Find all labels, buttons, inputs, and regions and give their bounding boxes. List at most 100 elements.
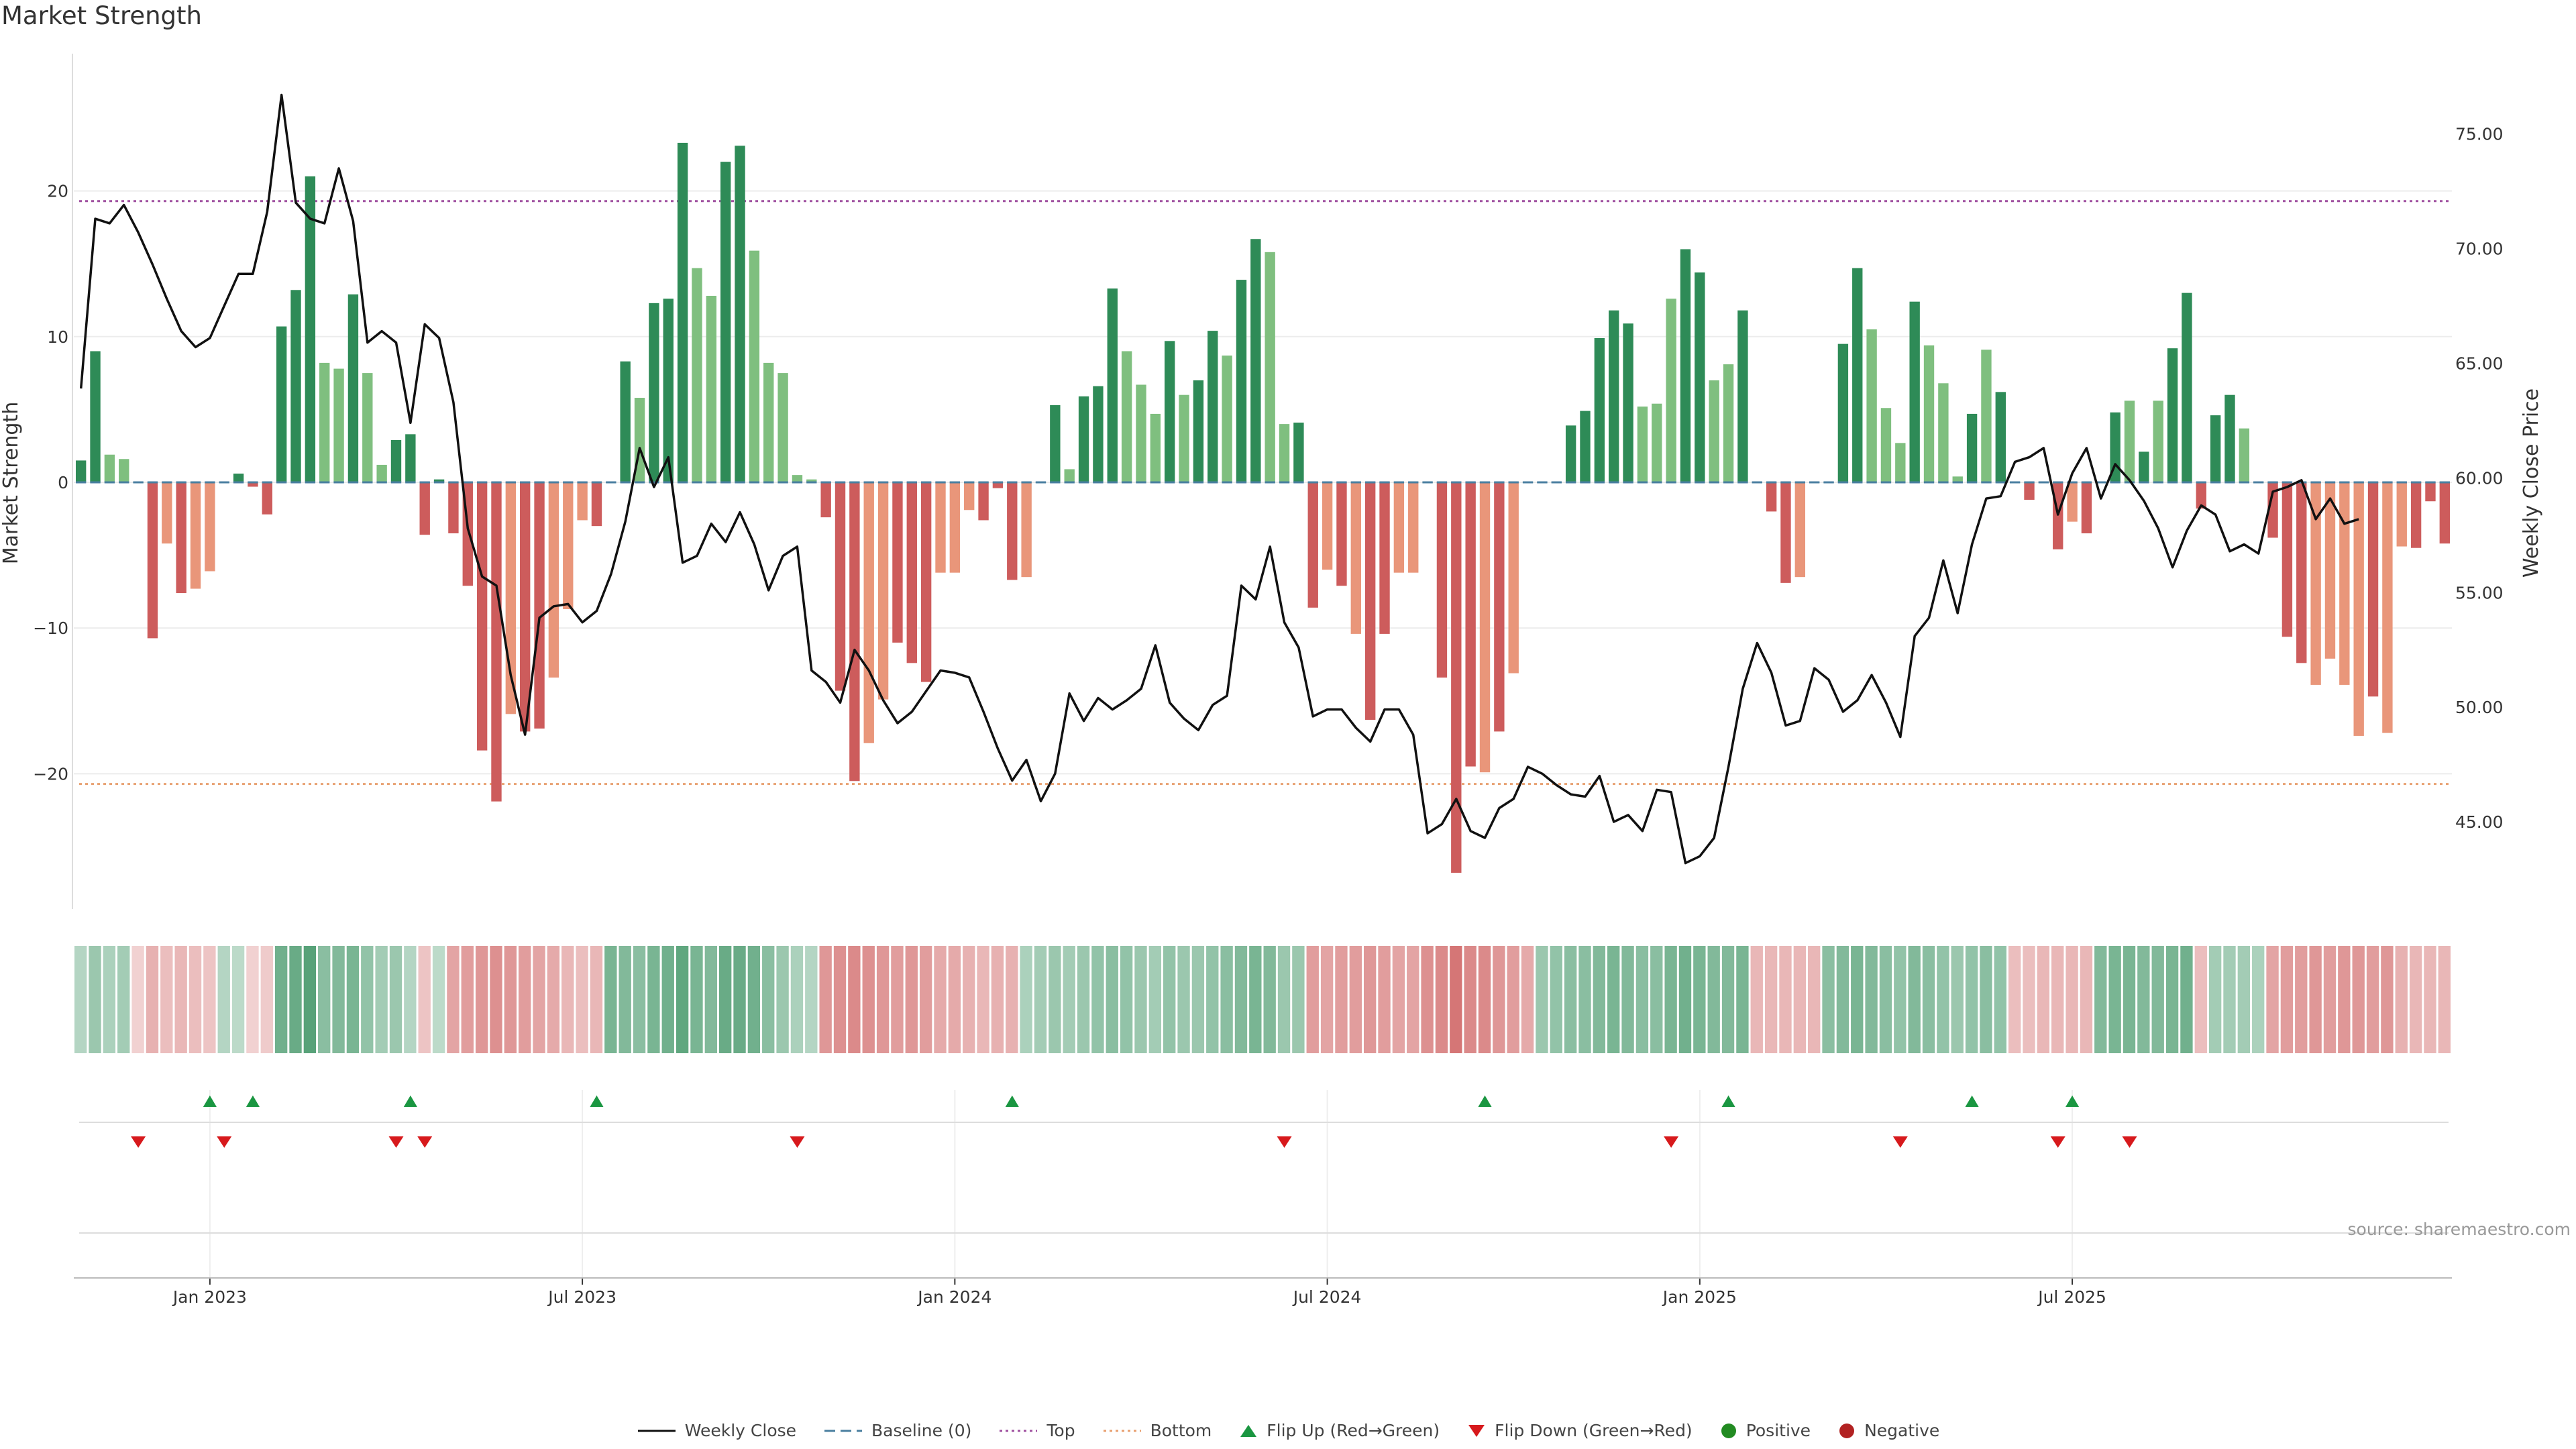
heat-cell [633,946,646,1053]
heat-cell [1421,946,1434,1053]
y-tick-right: 60.00 [2455,468,2504,488]
heat-cell [733,946,746,1053]
heat-cell [1392,946,1405,1053]
strength-bar [1766,482,1777,512]
strength-bar [319,362,330,482]
legend-item-bottom[interactable]: Bottom [1102,1421,1212,1440]
strength-bar [162,482,172,544]
heat-cell [1793,946,1807,1053]
heat-cell [2065,946,2078,1053]
heat-cell [991,946,1004,1053]
strength-bar [1408,482,1419,573]
strength-bar [205,482,215,572]
legend-item-top[interactable]: Top [998,1421,1075,1440]
strength-bar [649,303,659,482]
heat-cell [762,946,775,1053]
y-tick-left: −10 [33,619,68,638]
flip-down-icon [388,1136,404,1148]
heat-strip [74,946,2451,1053]
heat-cell [418,946,431,1053]
heat-cell [1493,946,1505,1053]
legend-item-positive[interactable]: Positive [1719,1421,1811,1440]
heat-cell [1191,946,1205,1053]
strength-bar [663,299,674,482]
legend-item-flip-down[interactable]: Flip Down (Green→Red) [1466,1421,1693,1440]
heat-cell [1536,946,1548,1053]
flip-down-icon [1664,1136,1679,1148]
heat-cell [948,946,961,1053]
heat-cell [146,946,159,1053]
strength-bar [877,482,889,700]
strength-bar [2067,482,2078,522]
heat-cell [963,946,975,1053]
legend-item-flip-up[interactable]: Flip Up (Red→Green) [1238,1421,1440,1440]
heat-cell [1607,946,1620,1053]
strength-bar [1981,350,1992,482]
y-tick-left: 0 [58,473,68,492]
strength-bar [448,482,459,534]
heat-cell [1650,946,1663,1053]
y-tick-left: −20 [33,764,68,784]
strength-bar [1451,482,1462,873]
heat-cell [117,946,130,1053]
strength-bar [1494,482,1505,732]
strength-bar [806,479,817,482]
heat-cell [1177,946,1190,1053]
flip-up-icon [403,1095,417,1107]
flip-down-icon [790,1136,805,1148]
strength-bar [233,473,244,482]
y-axis-label-right: Weekly Close Price [2520,388,2543,578]
heat-cell [934,946,947,1053]
heat-cell [2295,946,2308,1053]
strength-bar [1364,482,1376,720]
heat-cell [1779,946,1792,1053]
heat-cell [203,946,216,1053]
heat-cell [2208,946,2222,1053]
heat-cell [1077,946,1090,1053]
heat-cell [776,946,789,1053]
strength-bar [920,482,932,682]
heat-cell [1378,946,1391,1053]
strength-bar [1866,329,1877,482]
heat-cell [1407,946,1419,1053]
bottom-swatch [1103,1430,1141,1432]
axes: 20 10 0 −10 −20 75.00 70.00 65.00 60.00 55.00 50.0… [33,54,2504,1307]
heat-cell [704,946,717,1053]
heat-cell [891,946,904,1053]
strength-bar [248,482,258,487]
legend-item-baseline[interactable]: Baseline (0) [823,1421,971,1440]
heat-cell [1148,946,1162,1053]
strength-bar [376,464,387,482]
heat-cell [1851,946,1864,1053]
legend-item-weekly-close[interactable]: Weekly Close [637,1421,796,1440]
legend-label: Bottom [1150,1421,1212,1440]
heat-cell [89,946,101,1053]
strength-bar [1136,384,1146,482]
legend-label: Flip Down (Green→Red) [1495,1421,1693,1440]
legend-item-negative[interactable]: Negative [1837,1421,1939,1440]
flip-down-icon [417,1136,433,1148]
gridlines [74,190,2452,1278]
heat-cell [1908,946,1921,1053]
strength-bar [763,362,774,482]
strength-bar [1623,323,1633,482]
flip-up-icon [1478,1095,1492,1107]
strength-bar [1078,396,1089,482]
strength-bar [577,482,588,521]
strength-bar [1350,482,1361,634]
heat-cell [1320,946,1334,1053]
x-tick-label: Jul 2025 [2037,1287,2106,1307]
strength-bar [2282,482,2293,637]
heat-cell [1578,946,1591,1053]
flip-down-icon [1468,1424,1485,1437]
strength-bar [2210,415,2221,482]
heat-cell [1464,946,1477,1053]
strength-bar [1909,301,1920,482]
heat-cell [174,946,187,1053]
heat-cell [1894,946,1907,1053]
heat-cell [2180,946,2193,1053]
x-tick-label: Jul 2024 [1292,1287,1362,1307]
strength-bar [1250,239,1261,482]
heat-cell [361,946,374,1053]
x-tick-label: Jan 2025 [1662,1287,1737,1307]
